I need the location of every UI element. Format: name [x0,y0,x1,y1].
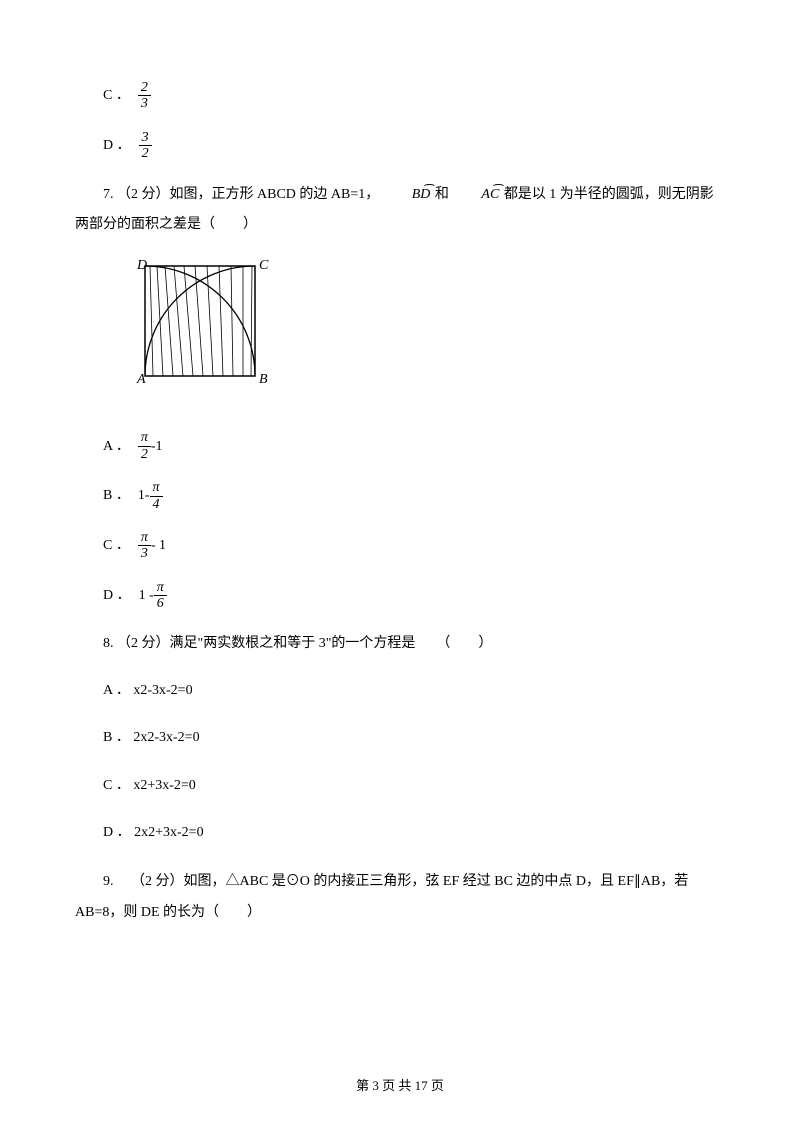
q8-option-b: B ． 2x2-3x-2=0 [75,725,725,750]
arc-ac: AC [452,180,500,211]
geometry-diagram: D C A B [125,251,725,410]
question-text: 8. （2 分）满足"两实数根之和等于 3"的一个方程是 （ ） [75,629,725,660]
q7-option-b: B ． 1- π 4 [75,480,725,512]
page-footer: 第 3 页 共 17 页 [0,1074,800,1097]
fraction: π 6 [154,580,167,612]
fraction: π 4 [150,480,163,512]
label-d: D [136,258,147,273]
question-text: 7. （2 分）如图，正方形 ABCD 的边 AB=1， BD 和 AC 都是以… [75,180,725,242]
q8-option-a: A ． x2-3x-2=0 [75,678,725,703]
label-a: A [136,372,146,387]
question-text: 9. （2 分）如图，△ABC 是⊙O 的内接正三角形，弦 EF 经过 BC 边… [75,867,725,929]
fraction: π 3 [138,530,151,562]
fraction: 3 2 [139,130,152,162]
question-7: 7. （2 分）如图，正方形 ABCD 的边 AB=1， BD 和 AC 都是以… [75,180,725,612]
option-label: A ． [103,434,130,459]
document-content: C ． 2 3 D ． 3 2 7. （2 分）如图，正方形 ABCD 的边 A… [75,80,725,929]
q8-option-d: D ． 2x2+3x-2=0 [75,820,725,845]
option-label: B ． [103,483,130,508]
option-label: C ． [103,533,130,558]
q7-option-a: A ． π 2 -1 [75,430,725,462]
fraction: π 2 [138,430,151,462]
option-label: D ． [103,583,131,608]
label-c: C [259,258,269,273]
q6-option-d: D ． 3 2 [75,130,725,162]
q7-option-c: C ． π 3 - 1 [75,530,725,562]
q6-option-c: C ． 2 3 [75,80,725,112]
option-label: C ． [103,83,130,108]
arc-bd: BD [383,180,432,211]
label-b: B [259,372,268,387]
q7-option-d: D ． 1 - π 6 [75,580,725,612]
question-9: 9. （2 分）如图，△ABC 是⊙O 的内接正三角形，弦 EF 经过 BC 边… [75,867,725,929]
option-label: D ． [103,133,131,158]
fraction: 2 3 [138,80,151,112]
question-8: 8. （2 分）满足"两实数根之和等于 3"的一个方程是 （ ） A ． x2-… [75,629,725,845]
q8-option-c: C ． x2+3x-2=0 [75,773,725,798]
